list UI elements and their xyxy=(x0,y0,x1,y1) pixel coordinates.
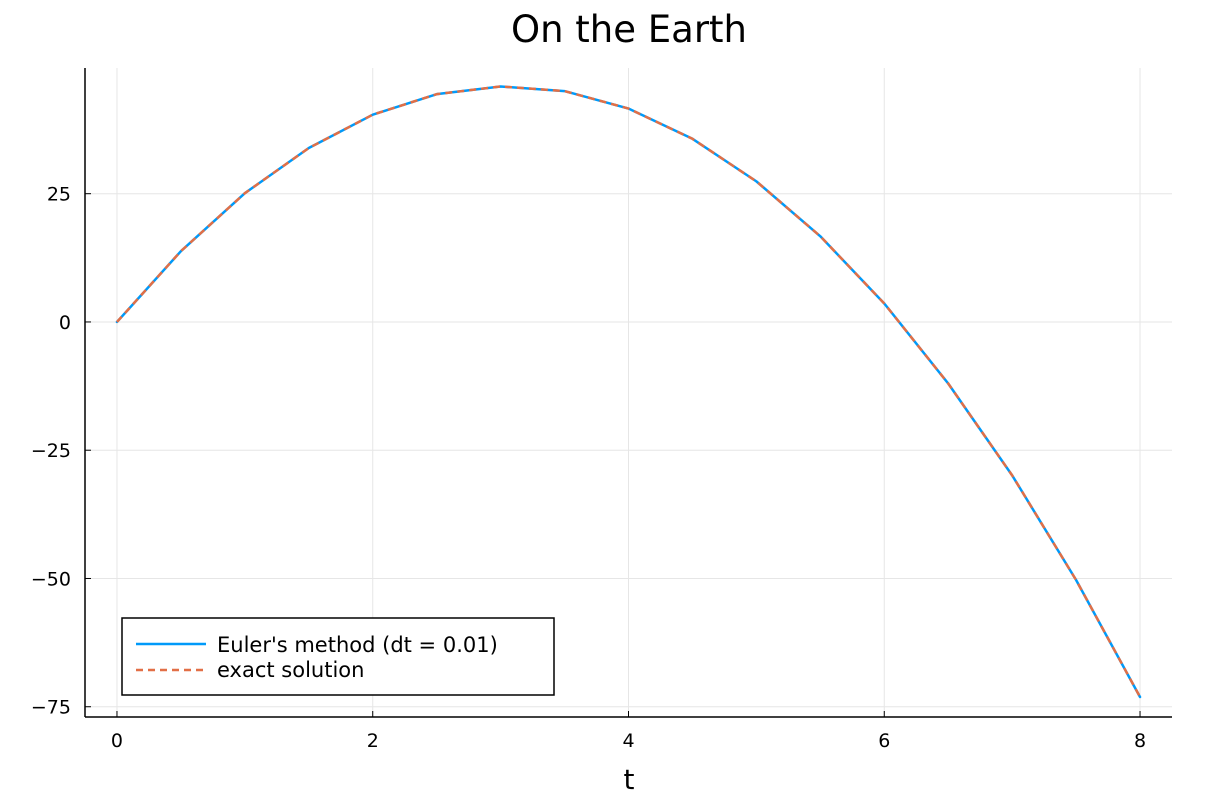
legend: Euler's method (dt = 0.01) exact solutio… xyxy=(121,617,555,696)
x-axis-label: t xyxy=(624,763,635,796)
tick-labels: 0 2 4 6 8 −75 −50 −25 0 25 xyxy=(31,184,1146,752)
legend-label-euler: Euler's method (dt = 0.01) xyxy=(217,633,498,657)
x-tick-label-0: 0 xyxy=(111,730,123,752)
chart-title: On the Earth xyxy=(511,8,747,51)
y-tick-label-3: 0 xyxy=(59,312,71,334)
legend-box xyxy=(121,617,555,696)
series-line-exact xyxy=(116,85,1142,698)
x-tick-label-4: 8 xyxy=(1134,730,1146,752)
y-tick-label-0: −75 xyxy=(31,697,71,719)
x-tick-label-1: 2 xyxy=(367,730,379,752)
axes xyxy=(84,68,1172,718)
y-tick-label-2: −25 xyxy=(31,440,71,462)
x-tick-label-3: 6 xyxy=(878,730,890,752)
grid-lines xyxy=(85,68,1172,717)
y-tick-label-1: −50 xyxy=(31,568,71,590)
legend-label-exact: exact solution xyxy=(217,658,364,682)
x-tick-label-2: 4 xyxy=(622,730,634,752)
y-tick-label-4: 25 xyxy=(47,184,71,206)
series-lines xyxy=(115,85,1142,699)
